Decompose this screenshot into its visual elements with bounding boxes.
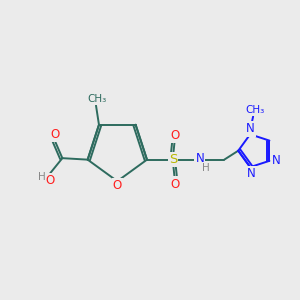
Text: H: H bbox=[38, 172, 45, 182]
Text: N: N bbox=[272, 154, 280, 167]
Text: N: N bbox=[196, 152, 204, 165]
Text: H: H bbox=[202, 163, 210, 173]
Text: CH₃: CH₃ bbox=[88, 94, 107, 104]
Text: O: O bbox=[170, 129, 179, 142]
Text: N: N bbox=[246, 122, 254, 136]
Text: O: O bbox=[50, 128, 60, 141]
Text: O: O bbox=[46, 174, 55, 187]
Text: O: O bbox=[113, 179, 122, 192]
Text: CH₃: CH₃ bbox=[245, 105, 264, 115]
Text: N: N bbox=[247, 167, 256, 180]
Text: S: S bbox=[169, 153, 177, 166]
Text: O: O bbox=[170, 178, 179, 190]
